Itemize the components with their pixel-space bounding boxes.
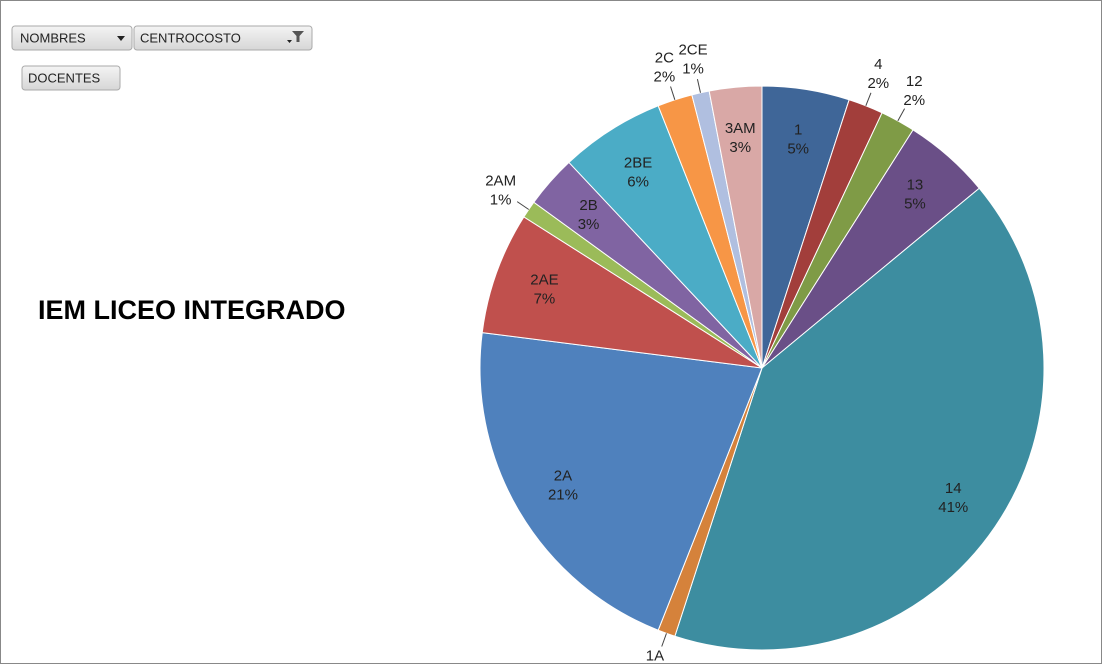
data-label-category: 2BE <box>624 155 652 172</box>
leader-line <box>696 79 701 93</box>
leader-line <box>897 108 906 122</box>
data-label-value: 2% <box>903 92 925 109</box>
data-label-category: 2A <box>554 468 572 485</box>
data-label-category: 2CE <box>678 42 707 59</box>
data-label-value: 41% <box>938 499 968 516</box>
data-label-category: 2B <box>579 197 597 214</box>
chart-title: IEM LICEO INTEGRADO <box>38 295 346 325</box>
data-label-value: 5% <box>787 141 809 158</box>
pie-slice <box>481 216 763 369</box>
data-label-category: 3AM <box>725 120 756 137</box>
field-label: DOCENTES <box>28 70 101 85</box>
pie-slice <box>479 332 763 631</box>
pie-slice <box>708 85 763 369</box>
data-label-category: 2C <box>655 49 674 66</box>
data-label-value: 21% <box>548 487 578 504</box>
data-label-value: 2% <box>654 68 676 85</box>
field-button[interactable]: DOCENTES <box>21 65 121 91</box>
data-label-value: 2% <box>867 75 889 92</box>
data-label-value: 7% <box>534 291 556 308</box>
data-label-category: 2AM <box>485 172 516 189</box>
field-button[interactable]: NOMBRES <box>11 25 133 51</box>
data-label-category: 1A <box>646 647 664 664</box>
field-label: NOMBRES <box>20 30 86 45</box>
data-label-value: 1% <box>682 61 704 78</box>
data-label-category: 14 <box>945 480 962 497</box>
leader-line <box>670 86 676 100</box>
data-label-value: 5% <box>904 196 926 213</box>
leader-line <box>516 201 530 210</box>
data-label-category: 1 <box>794 122 802 139</box>
pie-slice <box>674 187 1045 651</box>
data-label-value: 1% <box>490 191 512 208</box>
leader-line <box>661 633 667 647</box>
data-label-category: 13 <box>907 177 924 194</box>
data-label-value: 3% <box>729 139 751 156</box>
field-button[interactable]: CENTROCOSTO <box>133 25 313 51</box>
leader-line <box>865 92 872 106</box>
data-label-category: 2AE <box>530 272 558 289</box>
data-label-value: 6% <box>627 174 649 191</box>
data-label-category: 4 <box>874 56 882 73</box>
field-label: CENTROCOSTO <box>140 30 241 45</box>
data-label-value: 3% <box>578 216 600 233</box>
data-label-category: 12 <box>906 73 923 90</box>
